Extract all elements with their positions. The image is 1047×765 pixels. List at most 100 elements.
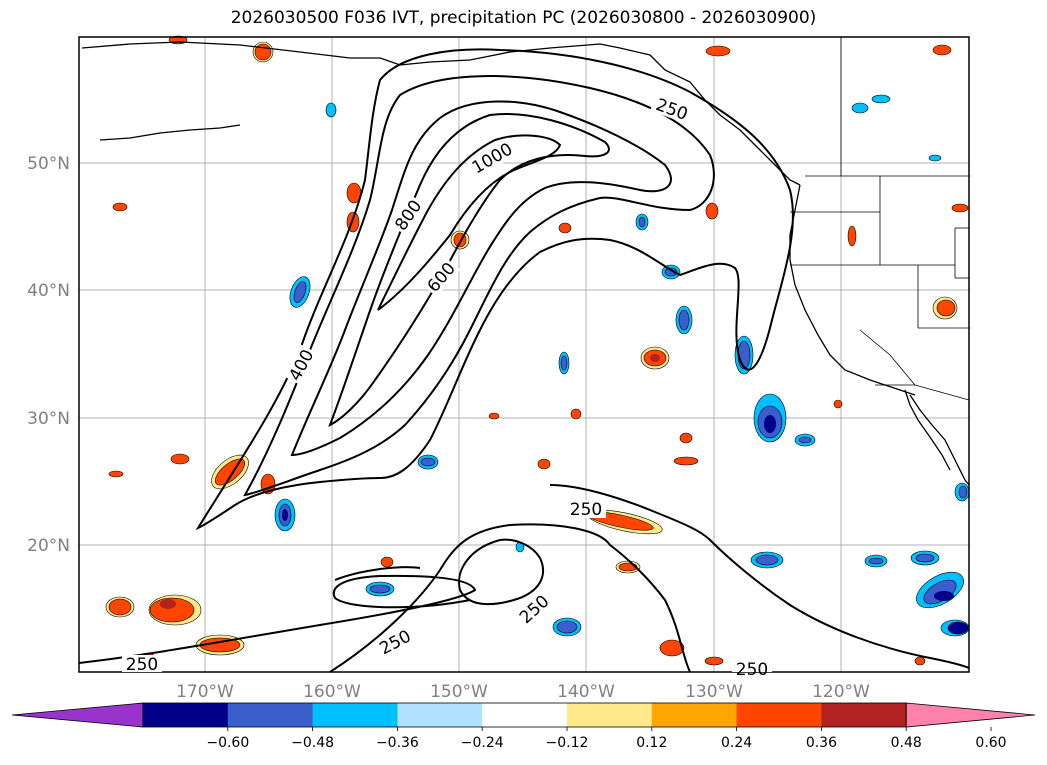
precip-blob <box>170 453 190 465</box>
colorbar-outline <box>142 702 907 728</box>
precip-negative-areas <box>274 94 970 637</box>
ivt-contour-250-main <box>195 48 794 531</box>
precip-blob <box>488 412 500 420</box>
colorbar-segment <box>397 703 483 727</box>
precip-blob <box>380 556 394 568</box>
ivt-contour-400 <box>243 75 715 497</box>
precip-blob <box>753 393 787 443</box>
lat-label: 20°N <box>27 536 70 556</box>
colorbar-tick-label: 0.12 <box>636 735 667 751</box>
precip-positive-areas <box>105 35 969 666</box>
contour-label: 250 <box>126 655 158 675</box>
lat-label: 40°N <box>27 281 70 301</box>
lon-label: 120°W <box>812 682 870 702</box>
precip-blob <box>705 202 719 220</box>
precip-blob <box>914 656 926 666</box>
precip-blob <box>325 102 337 118</box>
ivt-contour-250-mid <box>334 566 421 581</box>
precip-blob <box>659 639 685 657</box>
contour-labels: 250 250 250 250 250 250 1000 800 600 400 <box>122 93 772 680</box>
ivt-contour-250-south <box>78 574 477 664</box>
longitude-labels: 170°W 160°W 150°W 140°W 130°W 120°W <box>176 682 870 702</box>
chart-title: 2026030500 F036 IVT, precipitation PC (2… <box>230 8 817 28</box>
precip-blob <box>851 102 869 114</box>
precip-blob <box>558 351 570 375</box>
precip-blob <box>847 225 857 247</box>
precip-blob <box>705 45 731 57</box>
precip-blob <box>274 498 296 532</box>
precip-blob <box>673 456 699 466</box>
precip-blob <box>417 454 439 470</box>
precip-blob <box>910 550 940 566</box>
colorbar-tick-label: 0.24 <box>721 735 752 751</box>
lat-label: 50°N <box>27 154 70 174</box>
lon-label: 150°W <box>430 682 488 702</box>
precip-blob <box>108 470 124 478</box>
lon-label: 140°W <box>557 682 615 702</box>
contour-label: 250 <box>736 660 768 680</box>
map-frame <box>78 36 970 673</box>
colorbar-segment <box>567 703 653 727</box>
precip-blob <box>833 399 843 409</box>
precip-blob <box>679 432 693 444</box>
map-area <box>79 37 969 672</box>
lat-label: 30°N <box>27 409 70 429</box>
precip-blob <box>661 264 681 280</box>
precip-blob <box>148 594 202 626</box>
colorbar-segment <box>651 703 738 727</box>
ivt-contour-600 <box>290 100 672 457</box>
precip-blob <box>105 596 135 618</box>
precip-blob <box>365 581 395 597</box>
ivt-contours <box>78 48 970 673</box>
precip-blob <box>750 551 784 569</box>
ivt-contour-800 <box>328 113 610 428</box>
precip-blob <box>951 203 969 213</box>
precip-blob <box>932 44 952 56</box>
lon-label: 160°W <box>303 682 361 702</box>
colorbar-tick-label: 0.36 <box>806 735 837 751</box>
precip-blob <box>289 276 311 308</box>
precip-blob <box>252 41 274 63</box>
precip-blob <box>871 94 891 104</box>
ivt-contour-250-arc <box>329 523 691 673</box>
precip-blob <box>570 408 582 420</box>
colorbar-segment <box>482 703 568 727</box>
precip-blob <box>794 433 816 447</box>
precip-blob <box>864 554 888 568</box>
colorbar-segment <box>821 703 907 727</box>
lon-label: 130°W <box>685 682 743 702</box>
colorbar-segment <box>312 703 398 727</box>
colorbar-segment <box>736 703 822 727</box>
precip-blob <box>450 230 470 250</box>
ivt-contour-250-ring <box>458 538 545 606</box>
colorbar-segment <box>143 703 229 727</box>
colorbar-tick-label: −0.48 <box>291 735 334 751</box>
contour-label: 250 <box>570 500 602 520</box>
precip-blob <box>558 222 572 234</box>
colorbar-extend-min <box>11 702 144 728</box>
precip-blob <box>635 213 649 231</box>
colorbar-tick-label: −0.36 <box>376 735 419 751</box>
precip-blob <box>940 619 970 637</box>
lon-label: 170°W <box>176 682 234 702</box>
colorbar-tick-label: −0.24 <box>461 735 504 751</box>
precip-blob <box>675 305 693 335</box>
precip-blob <box>932 296 958 320</box>
colorbar-tick-label: 0.48 <box>891 735 922 751</box>
ivt-contour-1000 <box>377 134 562 311</box>
colorbar-tick-label: 0.60 <box>975 735 1006 751</box>
precip-blob <box>552 617 582 637</box>
precip-blob <box>928 154 942 162</box>
precip-blob <box>954 482 970 502</box>
ivt-contour-250-east <box>549 484 970 669</box>
colorbar-tick-label: −0.12 <box>546 735 589 751</box>
colorbar: −0.60 −0.48 −0.36 −0.24 −0.12 0.12 0.24 0.36 0.4… <box>11 702 1036 751</box>
precip-blob <box>916 571 964 609</box>
precip-blob <box>537 458 551 470</box>
precip-blob <box>112 202 128 212</box>
precip-blob <box>640 346 670 370</box>
latitude-labels: 50°N 40°N 30°N 20°N <box>27 154 70 556</box>
political-borders <box>790 37 970 401</box>
colorbar-extend-max <box>905 702 1036 728</box>
